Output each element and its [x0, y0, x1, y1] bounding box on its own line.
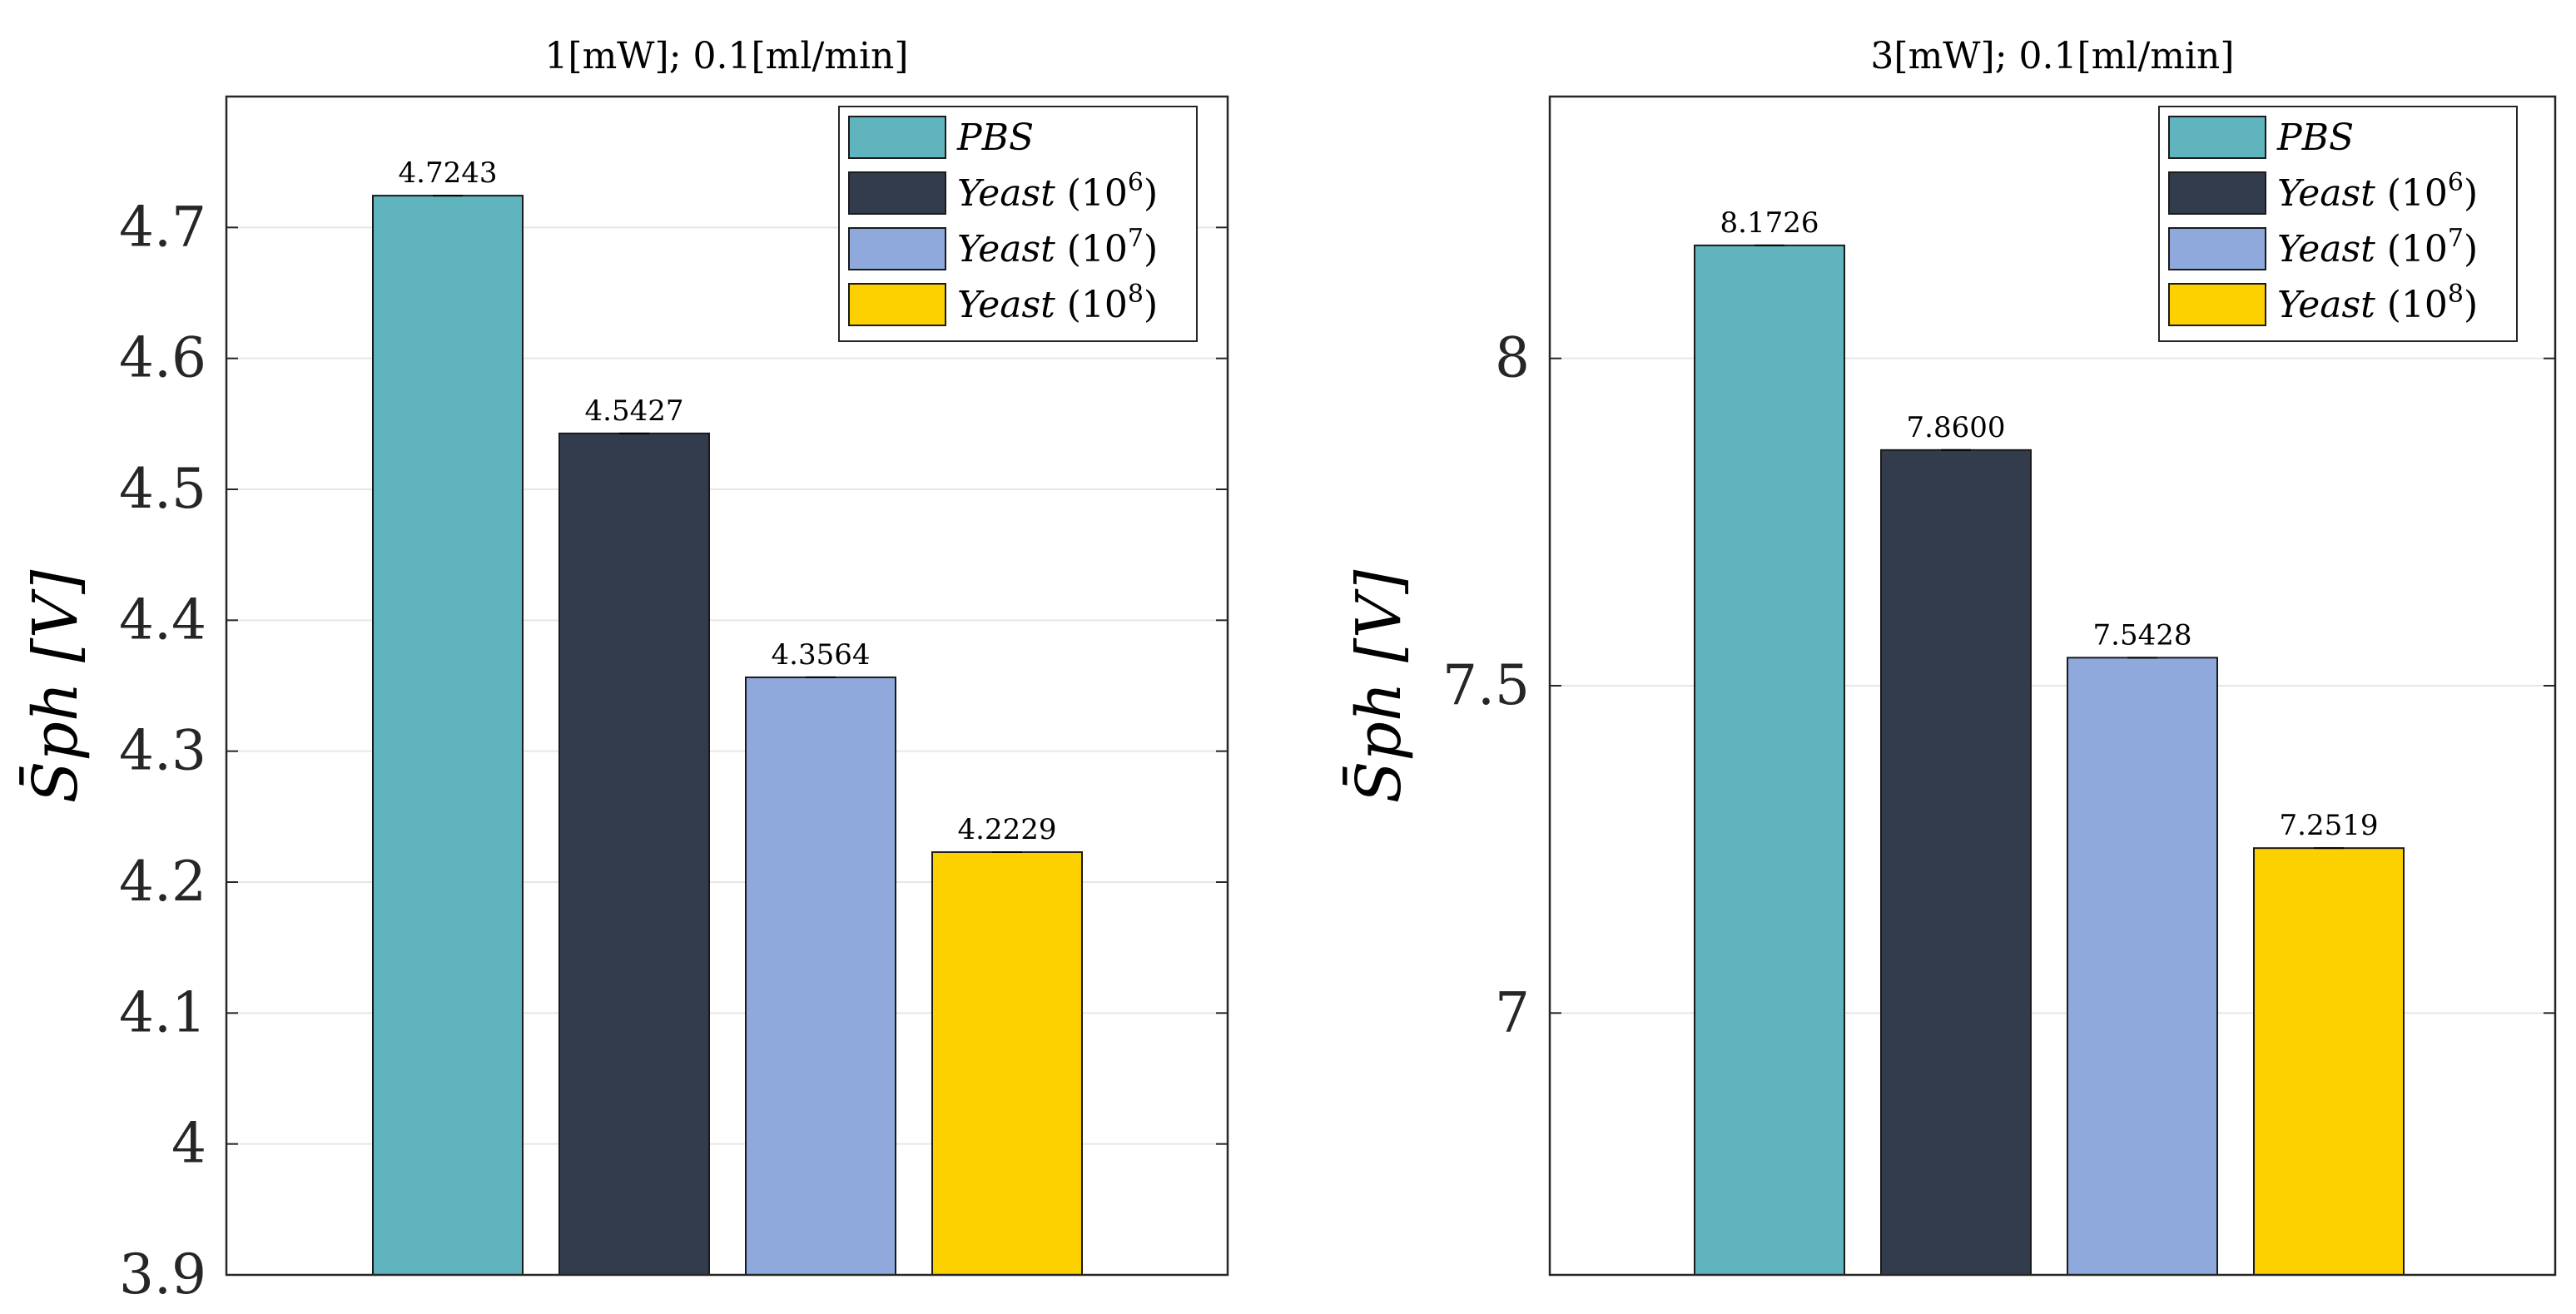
legend-swatch	[848, 227, 946, 270]
y-tick-label: 4.3	[119, 719, 206, 783]
data-label: 7.5428	[2093, 618, 2192, 652]
legend-entry: PBS	[2276, 117, 2354, 159]
legend-entry: Yeast (106)	[957, 168, 1158, 215]
data-label: 4.7243	[399, 156, 498, 190]
bar	[1694, 244, 1845, 1277]
y-tick-label: 7	[1495, 980, 1530, 1044]
y-tick-label: 8	[1495, 326, 1530, 390]
legend-swatch	[2168, 227, 2266, 270]
y-axis-label: S̄ph [V]	[1343, 570, 1415, 804]
bar	[745, 676, 896, 1276]
legend-swatch	[2168, 283, 2266, 326]
legend: PBS Yeast (106) Yeast (107) Yeast (108)	[2158, 106, 2518, 342]
data-label: 7.2519	[2280, 809, 2379, 842]
y-tick-label: 4.4	[119, 588, 206, 652]
y-tick-label: 4.2	[119, 850, 206, 914]
legend-entry: Yeast (107)	[2277, 224, 2478, 270]
chart-title: 1[mW]; 0.1[ml/min]	[544, 35, 908, 77]
y-tick-label: 4.6	[119, 326, 206, 390]
chart-panel-1: 3.9 4 4.1 4.2 4.3 4.4 4.5 4.6 4.7 4.7243 4.5427 4.3…	[19, 35, 1229, 1307]
legend-swatch	[848, 116, 946, 159]
legend-swatch	[2168, 116, 2266, 159]
chart-panel-2: 7 7.5 8 8.1726 7.8600 7.5428 7.2519 3[mW]; 0.1[…	[1343, 35, 2557, 1277]
bar	[2067, 657, 2218, 1276]
axes-box	[225, 95, 1229, 1277]
bar	[931, 850, 1083, 1276]
y-axis-label: S̄ph [V]	[19, 570, 92, 804]
legend-entry: Yeast (107)	[957, 224, 1158, 270]
data-label: 4.3564	[772, 638, 871, 672]
legend-entry: Yeast (108)	[957, 280, 1158, 326]
legend-entry: Yeast (108)	[2277, 280, 2478, 326]
data-label: 4.2229	[958, 813, 1057, 846]
axes-box	[1548, 95, 2557, 1277]
bar	[372, 195, 524, 1277]
y-tick-label: 4	[171, 1112, 206, 1176]
chart-title: 3[mW]; 0.1[ml/min]	[1870, 35, 2234, 77]
y-tick-label: 3.9	[119, 1242, 206, 1307]
legend-entry: PBS	[956, 117, 1034, 159]
y-tick-label: 7.5	[1442, 653, 1530, 717]
data-label: 8.1726	[1720, 206, 1819, 240]
legend-swatch	[2168, 171, 2266, 215]
legend-swatch	[848, 171, 946, 215]
legend: PBS Yeast (106) Yeast (107) Yeast (108)	[838, 106, 1198, 342]
y-tick-label: 4.1	[119, 980, 206, 1044]
y-tick-label: 4.5	[119, 457, 206, 521]
legend-entry: Yeast (106)	[2277, 168, 2478, 215]
data-label: 7.8600	[1907, 411, 2006, 444]
bar	[1880, 449, 2032, 1276]
y-tick-label: 4.7	[119, 195, 206, 259]
bar	[558, 432, 710, 1276]
data-label: 4.5427	[585, 394, 684, 428]
bar	[2253, 847, 2405, 1276]
legend-swatch	[848, 283, 946, 326]
